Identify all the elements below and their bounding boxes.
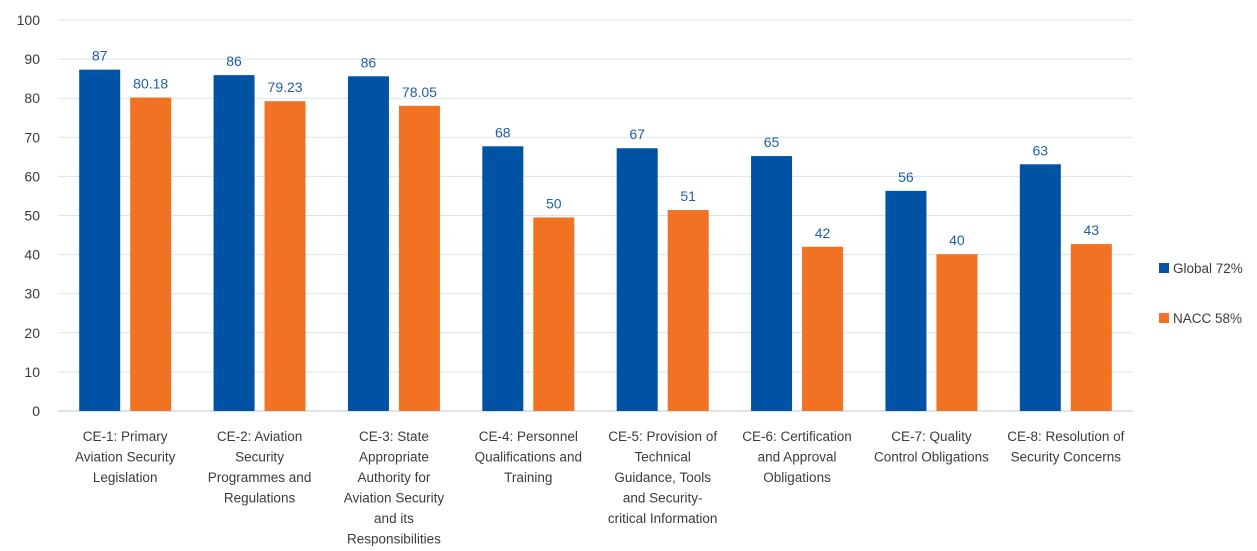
- y-tick-label: 20: [24, 325, 40, 341]
- data-label: 67: [629, 126, 645, 142]
- category-label: CE-1: Primary Aviation Security Legislatio…: [75, 429, 176, 485]
- y-tick-label: 100: [17, 12, 41, 28]
- category-label: CE-7: Quality Control Obligations: [874, 429, 989, 465]
- data-labels: 87 86 86 68 67 65 56 63 80.18 79.23 78.05 50 51 42 40 4…: [92, 48, 1099, 249]
- bar-global: [1019, 164, 1061, 411]
- bar-nacc: [667, 210, 709, 411]
- bar-nacc: [130, 97, 172, 411]
- bar-nacc: [264, 101, 306, 412]
- category-label: CE-4: Personnel Qualifications and Trainin…: [475, 429, 582, 485]
- data-label: 63: [1033, 142, 1049, 158]
- legend-swatch: [1159, 313, 1169, 323]
- legend-label: NACC 58%: [1173, 311, 1242, 326]
- bars: [79, 69, 1112, 412]
- bar-global: [213, 75, 255, 412]
- data-label: 51: [680, 188, 696, 204]
- bar-nacc: [533, 217, 575, 411]
- bar-global: [79, 69, 121, 412]
- data-label: 79.23: [268, 79, 303, 95]
- data-label: 87: [92, 48, 108, 64]
- bar-global: [347, 76, 389, 411]
- data-label: 65: [764, 134, 780, 150]
- bar-nacc: [1070, 244, 1112, 411]
- legend-swatch: [1159, 263, 1169, 273]
- legend-label: Global 72%: [1173, 261, 1243, 276]
- y-tick-label: 40: [24, 247, 40, 263]
- bar-nacc: [802, 246, 844, 411]
- data-label: 86: [226, 53, 242, 69]
- category-label: CE-6: Certification and Approval Obligatio…: [742, 429, 852, 485]
- category-label: CE-3: State Appropriate Authority for Aviat…: [344, 429, 445, 546]
- category-label: CE-8: Resolution of Security Concerns: [1007, 429, 1124, 465]
- data-label: 68: [495, 124, 511, 140]
- bar-global: [885, 190, 927, 411]
- y-tick-label: 50: [24, 208, 40, 224]
- bar-global: [482, 146, 524, 411]
- y-axis-ticks: 0 10 20 30 40 50 60 70 80 90 100: [17, 12, 41, 419]
- bar-nacc: [398, 105, 440, 412]
- y-tick-label: 30: [24, 286, 40, 302]
- y-tick-label: 10: [24, 364, 40, 380]
- bar-global: [616, 148, 658, 412]
- data-label: 86: [361, 54, 377, 70]
- bar-nacc: [936, 254, 978, 411]
- legend: Global 72% NACC 58%: [1159, 261, 1243, 326]
- category-label: CE-2: Aviation Security Programmes and Regu…: [208, 429, 312, 506]
- data-label: 56: [898, 169, 914, 185]
- data-label: 40: [949, 232, 965, 248]
- data-label: 78.05: [402, 84, 437, 100]
- category-label: CE-5: Provision of Technical Guidance, Too…: [608, 429, 718, 526]
- y-tick-label: 60: [24, 168, 40, 184]
- data-label: 80.18: [133, 75, 168, 91]
- data-label: 50: [546, 195, 562, 211]
- bar-global: [751, 156, 793, 411]
- y-tick-label: 90: [24, 51, 40, 67]
- data-label: 43: [1084, 222, 1100, 238]
- y-tick-label: 80: [24, 90, 40, 106]
- y-tick-label: 70: [24, 129, 40, 145]
- data-label: 42: [815, 225, 831, 241]
- y-tick-label: 0: [32, 403, 40, 419]
- x-axis-categories: CE-1: Primary Aviation Security Legislatio…: [75, 429, 1125, 547]
